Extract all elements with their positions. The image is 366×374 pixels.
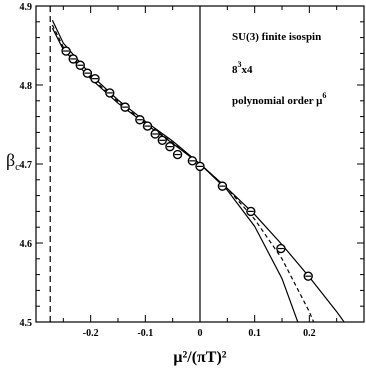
data-point bbox=[158, 136, 166, 144]
y-tick-label: 4.8 bbox=[20, 81, 33, 92]
data-point bbox=[304, 272, 312, 280]
data-point bbox=[62, 47, 70, 55]
data-point bbox=[174, 151, 182, 159]
annotation-line2-rest: x4 bbox=[242, 64, 254, 76]
data-markers bbox=[62, 47, 312, 280]
data-point bbox=[106, 89, 114, 97]
data-point bbox=[247, 207, 255, 215]
data-point bbox=[166, 143, 174, 151]
y-tick-label: 4.5 bbox=[20, 318, 33, 329]
annotation-line2: 83x4 bbox=[232, 60, 253, 76]
data-point bbox=[277, 245, 285, 253]
data-point bbox=[121, 103, 129, 111]
x-tick-label: -0.2 bbox=[83, 328, 99, 339]
data-point bbox=[144, 122, 152, 130]
x-tick-label: 0.2 bbox=[303, 328, 316, 339]
annotation-line3-base: polynomial order μ bbox=[232, 95, 323, 107]
y-axis-label-main: β bbox=[6, 150, 15, 170]
data-point bbox=[151, 130, 159, 138]
data-point bbox=[83, 69, 91, 77]
data-point bbox=[76, 61, 84, 69]
data-point bbox=[196, 162, 204, 170]
fit-curves bbox=[52, 20, 364, 353]
fit-curve-1 bbox=[52, 20, 364, 350]
y-axis-label-sub: c bbox=[15, 161, 20, 173]
x-tick-label: 0.1 bbox=[248, 328, 261, 339]
y-tick-label: 4.7 bbox=[20, 160, 33, 171]
x-tick-label: 0 bbox=[198, 328, 203, 339]
y-axis-label: βc bbox=[6, 150, 20, 173]
data-point bbox=[136, 116, 144, 124]
data-point bbox=[188, 157, 196, 165]
data-point bbox=[91, 75, 99, 83]
data-point bbox=[69, 55, 77, 63]
x-axis-label: μ²/(πT)² bbox=[173, 349, 226, 366]
y-tick-label: 4.6 bbox=[20, 239, 33, 250]
data-point bbox=[218, 182, 226, 190]
annotation-line3-sup: 6 bbox=[322, 91, 326, 100]
annotation-line3: polynomial order μ6 bbox=[232, 91, 326, 107]
x-tick-label: -0.1 bbox=[137, 328, 153, 339]
fit-curve-2 bbox=[52, 25, 320, 338]
y-tick-label: 4.9 bbox=[20, 2, 33, 13]
annotation-line1: SU(3) finite isospin bbox=[232, 31, 321, 43]
